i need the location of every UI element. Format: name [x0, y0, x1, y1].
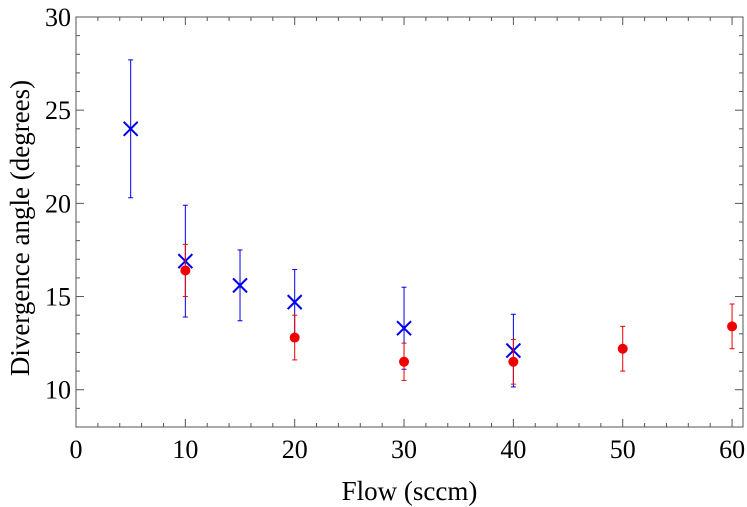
x-tick-labels: 0 10 20 30 40 50 60 — [70, 435, 746, 464]
cross-stroke — [396, 320, 412, 336]
dot-marker — [727, 321, 738, 332]
cross-stroke — [122, 121, 139, 137]
x-tick-label: 60 — [719, 435, 745, 464]
y-tick-label: 10 — [45, 376, 71, 405]
y-tick-label: 25 — [45, 96, 71, 125]
y-tick-label: 15 — [45, 283, 71, 312]
cross-marker — [286, 294, 303, 310]
cross-marker — [396, 320, 412, 336]
series-layer — [122, 59, 738, 388]
dot-marker — [289, 332, 300, 343]
series-cross — [122, 59, 522, 388]
dot-marker — [508, 356, 519, 367]
major-ticks — [75, 16, 743, 427]
cross-marker — [232, 277, 248, 294]
x-axis-title: Flow (sccm) — [342, 476, 478, 506]
dot-marker — [399, 356, 410, 367]
x-tick-label: 20 — [282, 435, 308, 464]
x-tick-label: 0 — [70, 435, 83, 464]
minor-ticks — [76, 17, 743, 428]
plot-frame — [75, 16, 744, 428]
series-dot — [180, 243, 738, 385]
x-tick-label: 40 — [500, 435, 526, 464]
y-tick-label: 30 — [45, 3, 71, 32]
y-tick-label: 20 — [45, 189, 71, 218]
dot-marker — [180, 265, 191, 276]
y-axis-title: Divergence angle (degrees) — [5, 80, 35, 376]
cross-marker — [122, 121, 139, 137]
cross-stroke — [286, 294, 303, 310]
y-tick-labels: 10 15 20 25 30 — [45, 3, 71, 405]
x-tick-label: 30 — [391, 435, 417, 464]
cross-stroke — [232, 277, 248, 294]
x-tick-label: 50 — [610, 435, 636, 464]
dot-marker — [617, 343, 628, 354]
x-tick-label: 10 — [172, 435, 198, 464]
